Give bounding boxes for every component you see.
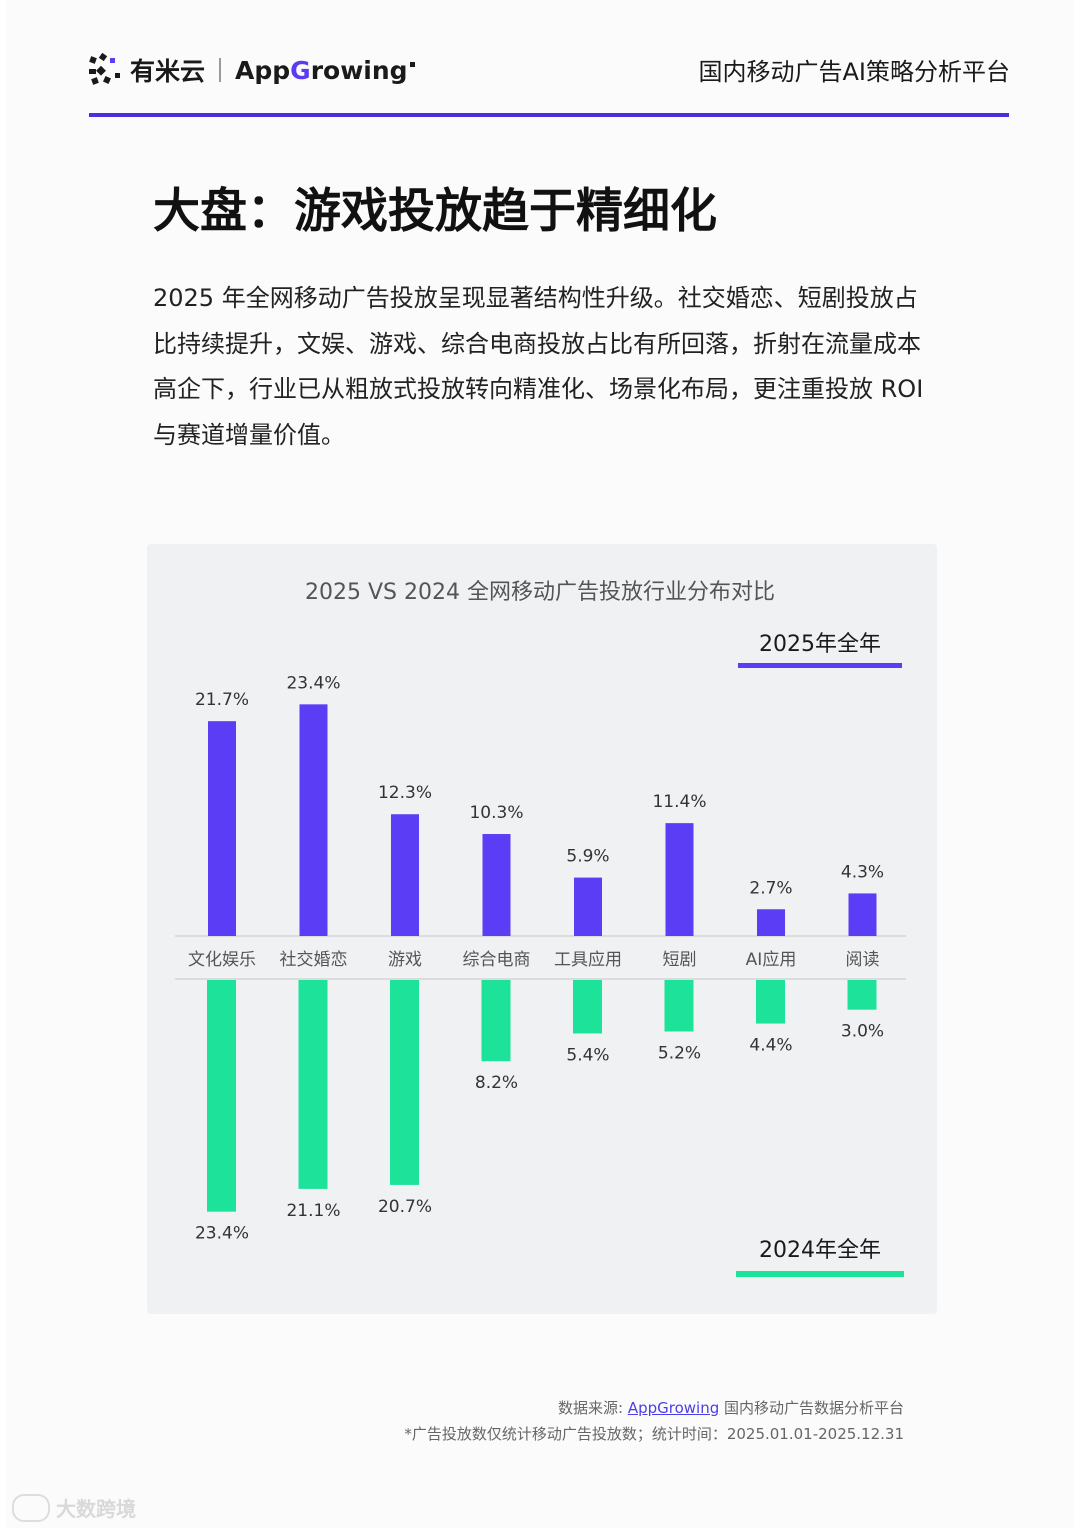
legend-2024-underline <box>736 1271 904 1277</box>
source-label: 数据来源: <box>557 1399 628 1417</box>
chart-title: 2025 VS 2024 全网移动广告投放行业分布对比 <box>305 580 775 605</box>
appgrowing-dot <box>409 61 415 67</box>
brand-name: 有米云 <box>130 57 206 86</box>
youmi-logo-icon <box>88 52 124 87</box>
page-title: 大盘：游戏投放趋于精细化 <box>153 184 717 239</box>
chart-card <box>147 544 937 1314</box>
appgrowing-g: G <box>290 55 311 85</box>
legend-2024: 2024年全年 <box>759 1238 881 1263</box>
source-description: 国内移动广告数据分析平台 <box>719 1399 904 1417</box>
source-link[interactable]: AppGrowing <box>627 1399 720 1417</box>
watermark-icon <box>12 1493 50 1522</box>
appgrowing-suffix: rowing <box>310 55 408 85</box>
footer-note: *广告投放数仅统计移动广告投放数；统计时间：2025.01.01-2025.12… <box>404 1425 904 1443</box>
watermark: 大数跨境 <box>12 1493 136 1522</box>
header-divider <box>89 113 1009 117</box>
footer-source: 数据来源: AppGrowing 国内移动广告数据分析平台 <box>558 1397 904 1418</box>
intro-paragraph: 2025 年全网移动广告投放呈现显著结构性升级。社交婚恋、短剧投放占比持续提升，… <box>153 284 924 449</box>
legend-2025: 2025年全年 <box>759 632 881 657</box>
appgrowing-prefix: App <box>235 55 291 85</box>
legend-2025-underline <box>738 663 902 668</box>
logo-divider <box>219 58 222 82</box>
platform-title: 国内移动广告AI策略分析平台 <box>698 58 1011 86</box>
watermark-text: 大数跨境 <box>56 1497 136 1521</box>
